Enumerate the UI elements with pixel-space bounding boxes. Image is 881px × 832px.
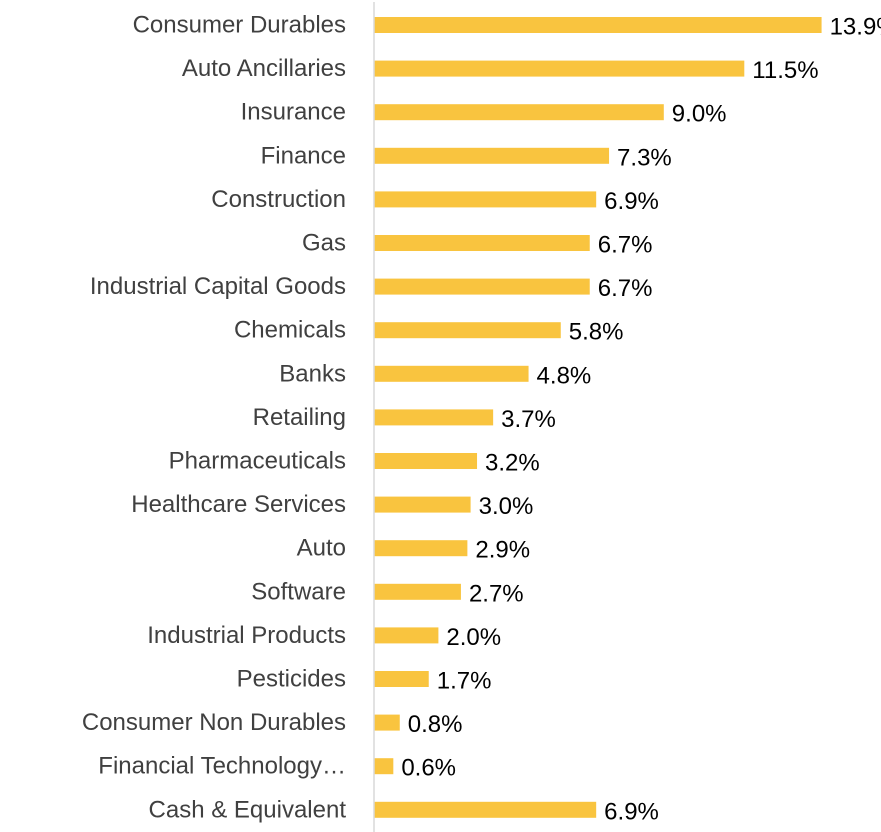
category-label: Software	[251, 578, 346, 605]
value-labels: 13.9% 11.5% 9.0%7.3% 6.9% 6.7% 6.7% 5.8% 4.8% 3.…	[401, 14, 881, 826]
bar-pharmaceuticals	[374, 453, 478, 469]
value-label: 3.7%	[501, 406, 556, 433]
value-label: 4.8%	[537, 362, 592, 389]
bar-chemicals	[374, 322, 561, 339]
category-label: Consumer Durables	[133, 12, 346, 39]
bar-cash-equivalent	[374, 801, 597, 818]
category-label: Industrial Products	[147, 622, 346, 649]
category-label: Retailing	[253, 404, 346, 431]
category-labels: Consumer Durables Auto Ancillaries Insuran…	[82, 12, 346, 824]
category-label: Auto	[297, 535, 346, 562]
value-label: 6.9%	[604, 798, 659, 825]
bar-industrial-capital-goods	[374, 278, 590, 295]
value-label: 6.9%	[604, 188, 659, 215]
bar-consumer-durables	[374, 17, 822, 33]
value-label: 2.9%	[475, 537, 530, 564]
value-label: 2.0%	[446, 624, 501, 651]
category-label: Finance	[261, 142, 346, 169]
category-label: Pesticides	[237, 666, 346, 693]
category-label: Financial Technology…	[98, 753, 346, 780]
category-label: Consumer Non Durables	[82, 709, 346, 736]
category-label: Insurance	[241, 99, 346, 126]
bar-group	[374, 17, 822, 818]
bar-pesticides	[374, 671, 429, 687]
bar-construction	[374, 191, 597, 208]
category-label: Healthcare Services	[131, 491, 346, 518]
value-label: 6.7%	[598, 232, 653, 259]
category-label: Construction	[211, 186, 346, 213]
category-label: Chemicals	[234, 317, 346, 344]
bar-auto-ancillaries	[374, 60, 745, 77]
bar-gas	[374, 235, 590, 251]
value-label: 0.8%	[408, 711, 463, 738]
bar-software	[374, 583, 461, 600]
bar-consumer-non-durables	[374, 714, 400, 731]
bar-industrial-products	[374, 627, 439, 644]
bar-auto	[374, 540, 468, 557]
category-label: Industrial Capital Goods	[90, 273, 346, 300]
value-label: 9.0%	[672, 101, 727, 128]
category-label: Gas	[302, 230, 346, 257]
value-label: 5.8%	[569, 319, 624, 346]
category-label: Banks	[279, 360, 346, 387]
value-label: 6.7%	[598, 275, 653, 302]
value-label: 2.7%	[469, 580, 524, 607]
category-label: Cash & Equivalent	[149, 796, 347, 823]
value-label: 0.6%	[401, 755, 456, 782]
bar-finance	[374, 147, 610, 164]
bar-banks	[374, 365, 529, 382]
bar-healthcare-services	[374, 496, 471, 513]
value-label: 13.9%	[830, 14, 881, 41]
bar-financial-technology	[374, 758, 394, 775]
bar-retailing	[374, 409, 494, 426]
category-label: Pharmaceuticals	[169, 448, 346, 475]
value-label: 3.2%	[485, 450, 540, 477]
value-label: 1.7%	[437, 668, 492, 695]
value-label: 7.3%	[617, 144, 672, 171]
bar-insurance	[374, 104, 664, 121]
value-label: 3.0%	[479, 493, 534, 520]
value-label: 11.5%	[752, 57, 818, 84]
category-label: Auto Ancillaries	[182, 55, 346, 82]
